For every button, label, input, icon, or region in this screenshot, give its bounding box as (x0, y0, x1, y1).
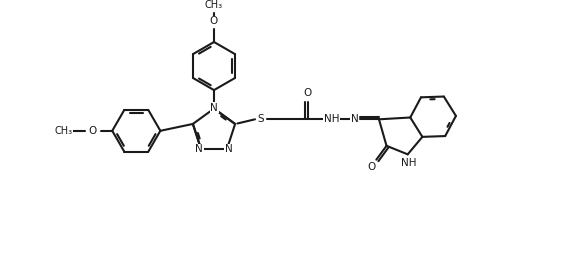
Text: S: S (257, 114, 264, 124)
Text: N: N (210, 103, 218, 113)
Text: CH₃: CH₃ (205, 0, 223, 10)
Text: O: O (367, 162, 376, 172)
Text: N: N (351, 114, 359, 124)
Text: N: N (225, 144, 233, 154)
Text: N: N (195, 144, 203, 154)
Text: O: O (89, 126, 97, 136)
Text: O: O (304, 88, 312, 98)
Text: O: O (210, 16, 218, 26)
Text: NH: NH (401, 158, 416, 168)
Text: NH: NH (324, 114, 339, 124)
Text: CH₃: CH₃ (54, 126, 72, 136)
